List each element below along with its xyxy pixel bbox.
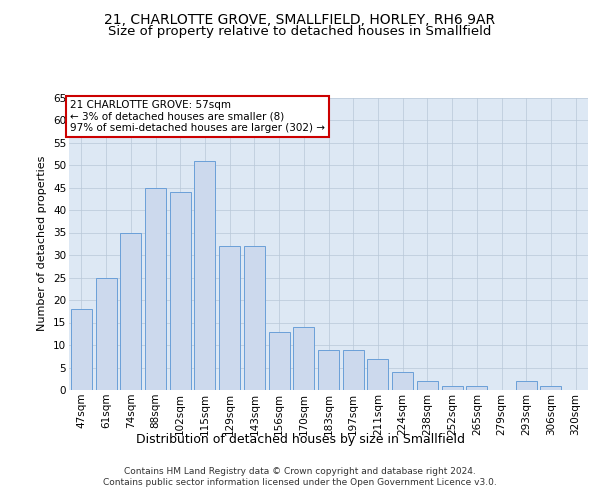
Bar [145,188,166,390]
Text: Contains HM Land Registry data © Crown copyright and database right 2024.
Contai: Contains HM Land Registry data © Crown c… [103,468,497,487]
Bar [219,246,240,390]
Bar [71,309,92,390]
Bar [318,350,339,390]
Bar [367,358,388,390]
Text: 21 CHARLOTTE GROVE: 57sqm
← 3% of detached houses are smaller (8)
97% of semi-de: 21 CHARLOTTE GROVE: 57sqm ← 3% of detach… [70,100,325,133]
Bar [120,232,141,390]
Bar [392,372,413,390]
Bar [417,381,438,390]
Bar [194,160,215,390]
Bar [170,192,191,390]
Text: 21, CHARLOTTE GROVE, SMALLFIELD, HORLEY, RH6 9AR: 21, CHARLOTTE GROVE, SMALLFIELD, HORLEY,… [104,12,496,26]
Bar [442,386,463,390]
Bar [269,332,290,390]
Bar [293,327,314,390]
Text: Distribution of detached houses by size in Smallfield: Distribution of detached houses by size … [136,432,464,446]
Bar [541,386,562,390]
Bar [95,278,116,390]
Text: Size of property relative to detached houses in Smallfield: Size of property relative to detached ho… [109,25,491,38]
Bar [244,246,265,390]
Y-axis label: Number of detached properties: Number of detached properties [37,156,47,332]
Bar [343,350,364,390]
Bar [516,381,537,390]
Bar [466,386,487,390]
